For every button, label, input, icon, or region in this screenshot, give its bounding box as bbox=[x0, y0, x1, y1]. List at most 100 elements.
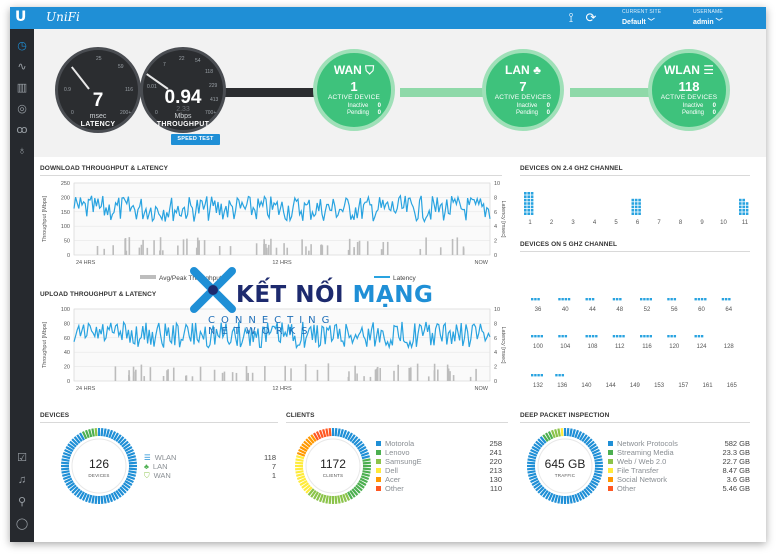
dashboard-icon[interactable]: ◷ bbox=[17, 40, 27, 52]
channel-device-dot bbox=[631, 205, 635, 209]
gauge-tick: 0 bbox=[71, 110, 74, 116]
latency-gauge[interactable]: 25 59 0.9 116 0 200+ 7 msec LATENCY bbox=[55, 47, 141, 133]
legend-item[interactable]: SamsungE bbox=[376, 457, 422, 466]
throughput-bar bbox=[159, 237, 162, 255]
throughput-bar bbox=[462, 246, 465, 255]
channel-device-dot bbox=[588, 335, 592, 338]
legend-item[interactable]: Other bbox=[608, 484, 636, 493]
alerts-icon[interactable]: ♫ bbox=[17, 474, 27, 486]
devices-donut[interactable] bbox=[58, 425, 140, 507]
legend-item[interactable]: ♣ LAN bbox=[144, 462, 168, 471]
y-tick-label: 20 bbox=[64, 365, 70, 371]
channel-device-dot bbox=[524, 205, 527, 209]
throughput-bar bbox=[397, 364, 399, 381]
throughput-bar bbox=[135, 369, 137, 381]
clients-icon[interactable]: ꝏ bbox=[16, 124, 28, 136]
username-menu[interactable]: admin ﹀ bbox=[693, 17, 723, 27]
current-site-select[interactable]: Default ﹀ bbox=[622, 17, 655, 27]
channel-label: 6 bbox=[636, 220, 640, 226]
channel-device-dot bbox=[527, 205, 530, 209]
channel-device-dot bbox=[667, 298, 670, 301]
donut-segment bbox=[315, 431, 322, 440]
legend-swatch-icon bbox=[376, 441, 381, 446]
throughput-gauge[interactable]: 7 22 54 118 0.01 229 413 0 700+ 0.94 2.3… bbox=[140, 47, 226, 133]
wlan-bubble[interactable]: WLAN ☰ 118 ACTIVE DEVICES Inactive 0 Pend… bbox=[648, 49, 730, 131]
legend-item[interactable]: File Transfer bbox=[608, 466, 659, 475]
channel-device-dot bbox=[739, 209, 742, 212]
channel-device-dot bbox=[561, 298, 564, 301]
legend-label: WAN bbox=[153, 471, 171, 480]
throughput-bar bbox=[363, 376, 365, 381]
donut-segment bbox=[574, 429, 580, 439]
statistics-icon[interactable]: ∿ bbox=[17, 61, 27, 73]
latency-line bbox=[73, 320, 491, 350]
legend-value: 8.47 GB bbox=[722, 466, 750, 475]
channel-device-dot bbox=[742, 198, 745, 202]
donut-segment bbox=[530, 477, 539, 484]
gauge-tick: 54 bbox=[195, 58, 201, 64]
pending-label: Pending bbox=[681, 110, 705, 116]
download-chart[interactable]: 250 200 150 100 50 0 10 8 6 4 2 0 Throughput [Mbps] L… bbox=[34, 177, 510, 269]
pin-icon[interactable]: ⟟ bbox=[568, 10, 574, 25]
donut-segment bbox=[576, 492, 583, 501]
legend-item[interactable]: Dell bbox=[376, 466, 398, 475]
throughput-sub-value: 2.33 bbox=[176, 106, 190, 113]
legend-item[interactable]: Social Network bbox=[608, 475, 667, 484]
throughput-bar bbox=[128, 237, 131, 255]
throughput-bar bbox=[437, 369, 439, 381]
donut-segment bbox=[545, 491, 551, 500]
ubiquiti-logo-icon[interactable]: U bbox=[15, 9, 27, 25]
donut-segment bbox=[108, 493, 114, 503]
channel-label: 165 bbox=[727, 383, 738, 389]
latency-line bbox=[73, 194, 491, 224]
channel-device-dot bbox=[531, 298, 534, 301]
donut-segment bbox=[349, 434, 356, 443]
legend-item[interactable]: Streaming Media bbox=[608, 448, 674, 457]
download-chart-title: DOWNLOAD THROUGHPUT & LATENCY bbox=[40, 165, 169, 172]
y-right-axis-label: Latency [msec] bbox=[500, 201, 506, 238]
donut-segment bbox=[550, 493, 556, 503]
throughput-bar bbox=[267, 244, 270, 255]
donut-segment bbox=[305, 486, 313, 494]
settings-icon[interactable]: ⚲ bbox=[17, 496, 27, 508]
throughput-bar bbox=[142, 239, 144, 255]
legend-item[interactable]: ⛉ WAN bbox=[144, 471, 171, 481]
speed-test-button[interactable]: SPEED TEST bbox=[171, 134, 220, 145]
refresh-icon[interactable]: ⟳ bbox=[585, 10, 597, 25]
donut-segment bbox=[554, 429, 559, 438]
legend-item[interactable]: Lenovo bbox=[376, 448, 410, 457]
donut-segment bbox=[126, 475, 136, 481]
donut-segment bbox=[64, 477, 73, 484]
throughput-bar bbox=[140, 364, 143, 381]
map-icon[interactable]: ▥ bbox=[16, 82, 28, 94]
donut-segment bbox=[557, 495, 561, 504]
dpi-donut[interactable] bbox=[524, 425, 606, 507]
channel-label: 9 bbox=[700, 220, 704, 226]
legend-item[interactable]: Acer bbox=[376, 475, 400, 484]
events-icon[interactable]: ☑ bbox=[17, 452, 27, 464]
legend-item[interactable]: Network Protocols bbox=[608, 439, 678, 448]
channel-device-dot bbox=[530, 198, 534, 202]
donut-segment bbox=[349, 489, 356, 498]
devices-icon[interactable]: ◎ bbox=[17, 103, 27, 115]
throughput-bar bbox=[185, 375, 188, 381]
clients-donut[interactable] bbox=[292, 425, 374, 507]
legend-item[interactable]: ☰ WLAN bbox=[144, 453, 176, 462]
channel-device-dot bbox=[530, 202, 534, 205]
lan-bubble[interactable]: LAN ♣ 7 ACTIVE DEVICES Inactive 0 Pending… bbox=[482, 49, 564, 131]
chat-icon[interactable]: ◯ bbox=[15, 518, 29, 530]
legend-item[interactable]: Other bbox=[376, 484, 404, 493]
donut-segment bbox=[547, 492, 554, 501]
insights-icon[interactable]: ♁ bbox=[17, 145, 27, 157]
throughput-bar bbox=[198, 240, 200, 255]
donut-segment bbox=[594, 470, 603, 474]
legend-item[interactable]: Web / Web 2.0 bbox=[608, 457, 666, 466]
legend-item[interactable]: Motorola bbox=[376, 439, 414, 448]
channel-device-dot bbox=[631, 198, 635, 202]
channel-label: 3 bbox=[571, 220, 575, 226]
channel-device-dot bbox=[728, 298, 731, 301]
wan-bubble[interactable]: WAN ⛉ 1 ACTIVE DEVICE Inactive 0 Pending 0 bbox=[313, 49, 395, 131]
chevron-down-icon: ﹀ bbox=[715, 19, 723, 26]
donut-segment bbox=[62, 451, 72, 457]
